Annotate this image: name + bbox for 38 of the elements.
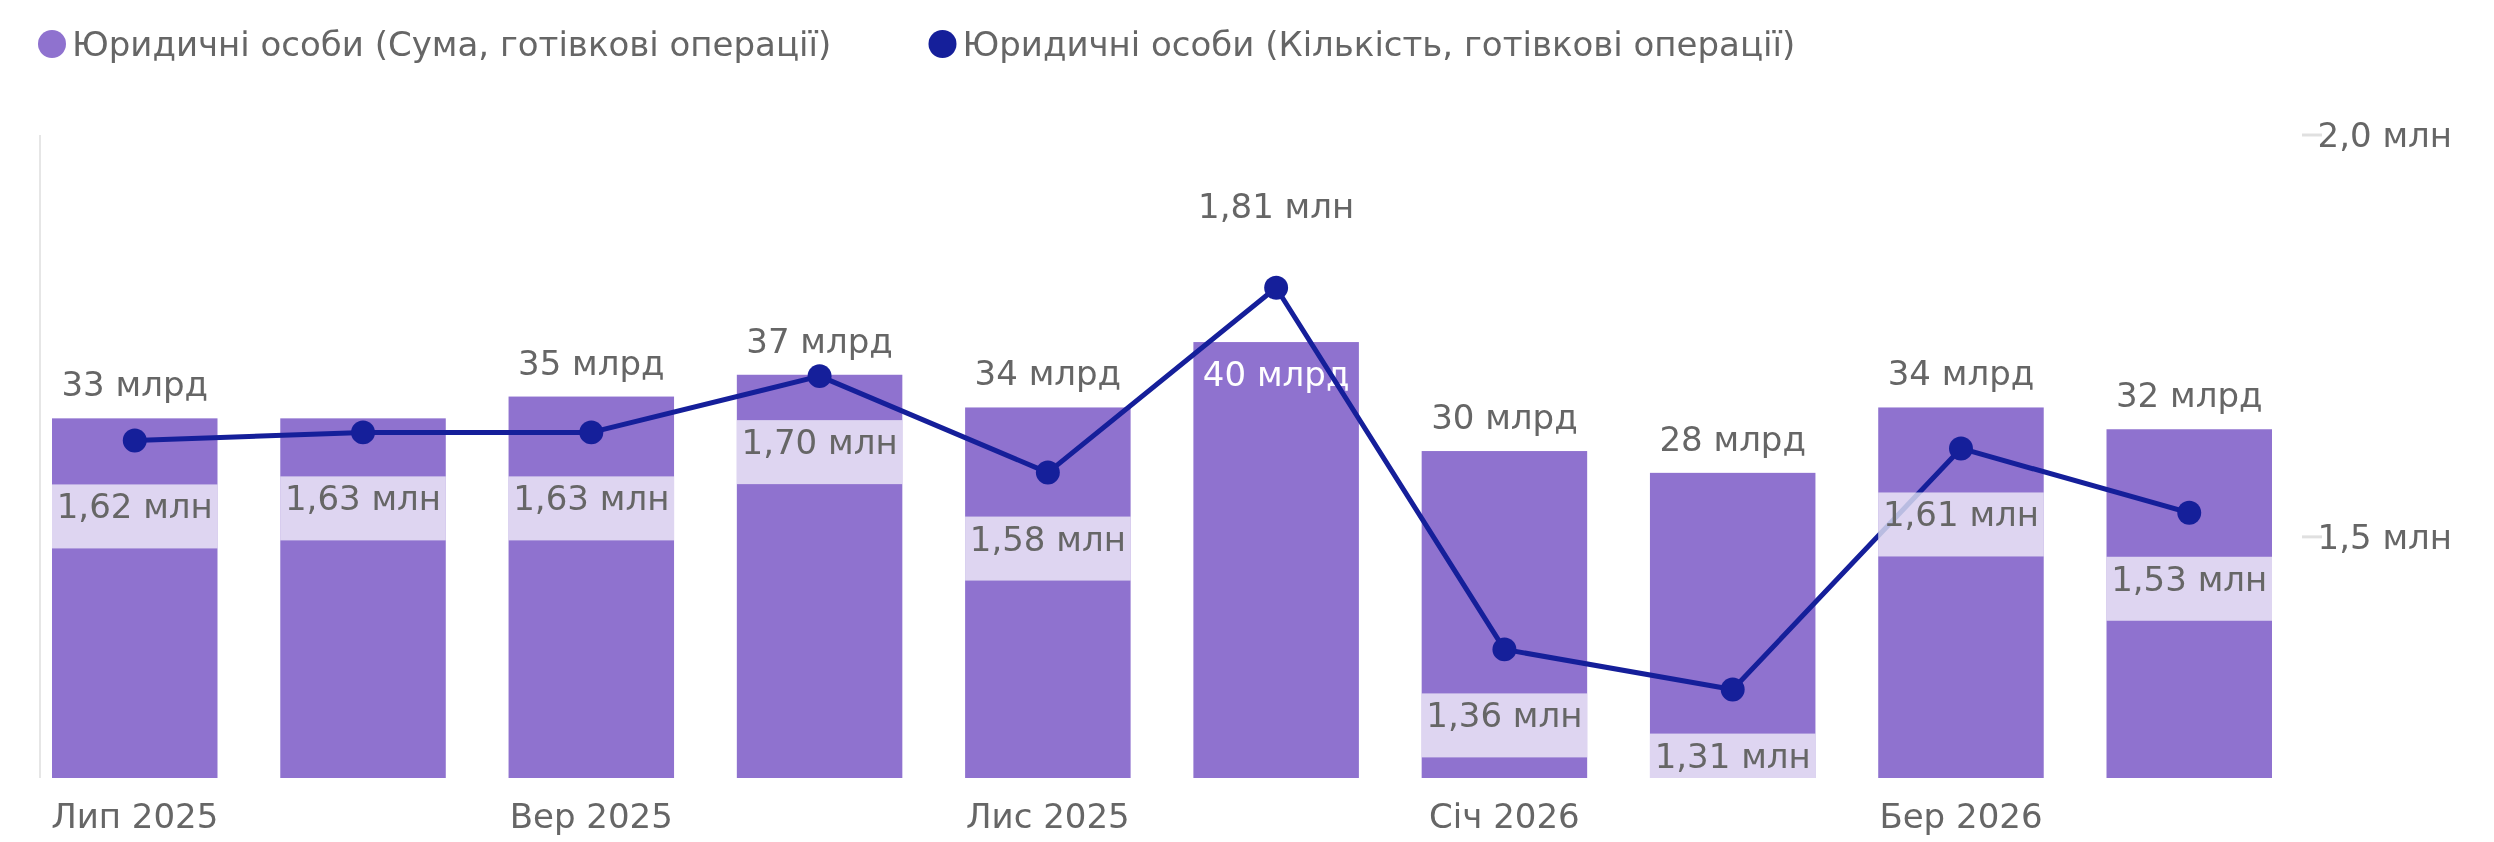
data-label: 34 млрд — [1887, 353, 2035, 394]
point — [1720, 677, 1745, 702]
data-label: 37 млрд — [746, 320, 893, 361]
point — [1949, 436, 1973, 461]
point — [122, 428, 147, 453]
data-label: 30 млрд — [1431, 397, 1578, 438]
data-label: 1,81 млн — [1198, 185, 1355, 226]
legend-label: Юридичні особи (Сума, готівкові операції) — [72, 24, 832, 64]
data-label: 28 млрд — [1659, 418, 1806, 459]
x-tick-label: Лип 2025 — [51, 796, 219, 836]
point — [1264, 275, 1289, 300]
x-tick-label: Лис 2025 — [966, 796, 1130, 836]
x-tick-label: Вер 2025 — [509, 796, 673, 836]
data-label: 34 млрд — [974, 353, 1122, 394]
x-tick-label: Бер 2026 — [1879, 796, 2043, 836]
data-label: 1,31 млн — [1654, 735, 1811, 776]
data-label: 1,53 млн — [2111, 558, 2268, 599]
point — [807, 364, 832, 389]
point — [2177, 500, 2202, 525]
point — [351, 420, 375, 445]
y2-tick-label: 1,5 млн — [2317, 516, 2452, 557]
bar — [1193, 342, 1359, 778]
data-label: 1,36 млн — [1426, 695, 1583, 736]
y2-tick-label: 2,0 млн — [2317, 115, 2452, 155]
data-label: 32 млрд — [2115, 375, 2263, 416]
point — [579, 420, 604, 445]
legend-label: Юридичні особи (Кількість, готівкові операції) — [962, 24, 1796, 64]
x-tick-label: Січ 2026 — [1429, 796, 1580, 836]
point — [1492, 637, 1517, 662]
data-label: 1,63 млн — [513, 478, 670, 519]
data-label: 35 млрд — [518, 342, 665, 383]
data-label: 1,63 млн — [284, 478, 442, 519]
data-label: 1,58 млн — [969, 518, 1126, 559]
point — [1035, 460, 1060, 485]
data-label: 1,62 млн — [56, 486, 213, 527]
data-label: 1,70 млн — [741, 422, 898, 463]
data-label: 33 млрд — [61, 364, 209, 405]
data-label: 1,61 млн — [1882, 494, 2040, 535]
